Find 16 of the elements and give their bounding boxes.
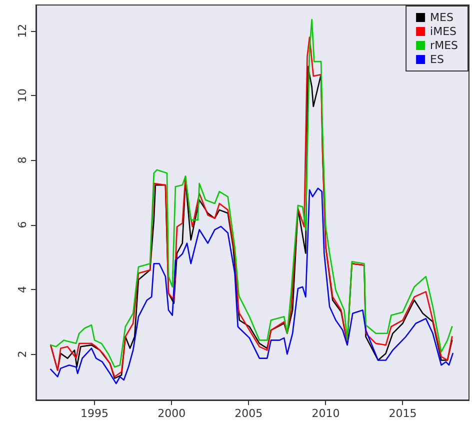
x-tick-label: 2005 [234, 407, 263, 420]
y-tick-label: 2 [16, 350, 29, 358]
legend-label: MES [430, 11, 454, 24]
legend-label: ES [430, 53, 444, 66]
y-tick-label: 4 [16, 286, 29, 293]
legend-label: rMES [430, 39, 458, 52]
x-tick-label: 1995 [80, 407, 109, 420]
x-tick-label: 2000 [158, 407, 186, 420]
legend-label: iMES [430, 25, 457, 38]
y-tick-label: 6 [16, 221, 29, 228]
x-tick-label: 2015 [388, 407, 417, 420]
y-tick-label: 10 [16, 88, 29, 103]
y-tick-label: 12 [16, 24, 29, 38]
line-series [50, 188, 454, 384]
y-tick-label: 8 [16, 156, 29, 164]
x-tick-label: 2010 [312, 407, 340, 420]
